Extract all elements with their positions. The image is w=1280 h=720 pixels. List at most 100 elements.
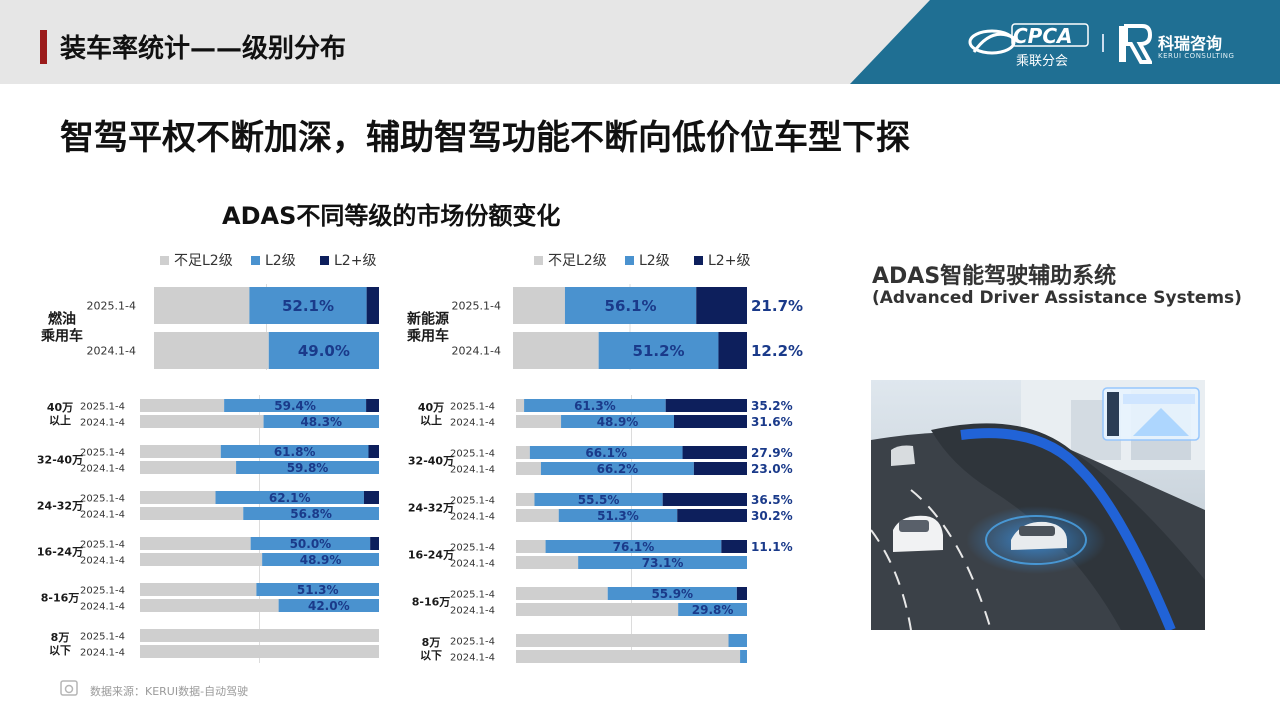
nev-price-group-3: 16-24万 [408, 549, 454, 562]
ice-price-period-0-1: 2024.1-4 [80, 418, 125, 429]
ice-price-label-l2-4-1: 42.0% [308, 599, 350, 613]
nev-total-label-l2-0-0: 56.1% [605, 297, 657, 315]
nev-price-label-l2-3-0: 76.1% [613, 540, 655, 554]
nev-total-bar-0-1-below_l2 [513, 332, 599, 369]
nev-total-bar-0-0-l2plus [696, 287, 747, 324]
nev-price-label-l2plus-3-0: 11.1% [751, 540, 793, 554]
nev-price-group-5: 8万以下 [420, 636, 442, 662]
nev-price-bar-1-0-below_l2 [516, 446, 530, 459]
ice-price-period-4-0: 2025.1-4 [80, 586, 125, 597]
nev-price-period-0-1: 2024.1-4 [450, 418, 495, 429]
adas-illustration [871, 380, 1205, 630]
nev-legend-label-0: 不足L2级 [548, 253, 607, 269]
nev-price-label-l2-4-0: 55.9% [651, 587, 693, 601]
nev-price-bar-1-0-l2plus [682, 446, 747, 459]
ice-price-bar-2-0-l2 [215, 491, 364, 504]
nev-price-label-l2plus-0-1: 31.6% [751, 415, 793, 429]
nev-price-group-1: 32-40万 [408, 455, 454, 468]
nev-price-bar-0-1-below_l2 [516, 415, 562, 428]
ice-price-group-0: 40万以上 [47, 401, 73, 427]
nev-price-bar-3-0-below_l2 [516, 540, 546, 553]
ice-total-label-l2-0-0: 52.1% [282, 297, 334, 315]
nev-total-bar-0-1-l2plus [718, 332, 747, 369]
ice-price-bar-4-0-below_l2 [140, 583, 257, 596]
ice-price-bar-3-0-l2 [250, 537, 371, 550]
ice-price-bar-1-0-l2 [220, 445, 369, 458]
nev-price-bar-0-0-l2plus [665, 399, 747, 412]
nev-price-bar-3-1-below_l2 [516, 556, 579, 569]
ice-price-bar-3-0-below_l2 [140, 537, 251, 550]
ice-price-group-4: 8-16万 [41, 592, 80, 605]
ice-price-bar-3-1-below_l2 [140, 553, 263, 566]
ice-price-label-l2-4-0: 51.3% [297, 583, 339, 597]
ice-legend-label-2: L2+级 [334, 253, 376, 269]
nev-price-label-l2-0-0: 61.3% [574, 399, 616, 413]
nev-price-period-4-1: 2024.1-4 [450, 606, 495, 617]
ice-price-period-1-0: 2025.1-4 [80, 448, 125, 459]
nev-price-bar-4-1-l2 [678, 603, 747, 616]
nev-price-group-2: 24-32万 [408, 502, 454, 515]
ice-price-bar-5-0-below_l2 [140, 629, 379, 642]
nev-price-bar-3-0-l2plus [721, 540, 747, 553]
nev-price-bar-5-0-l2 [728, 634, 747, 647]
nev-price-bar-2-0-l2 [534, 493, 663, 506]
nev-price-period-3-1: 2024.1-4 [450, 559, 495, 570]
nev-price-period-3-0: 2025.1-4 [450, 543, 495, 554]
ice-price-period-5-0: 2025.1-4 [80, 632, 125, 643]
nev-price-bar-0-0-below_l2 [516, 399, 525, 412]
nev-price-bar-2-0-below_l2 [516, 493, 535, 506]
nev-price-label-l2-0-1: 48.9% [597, 415, 639, 429]
nev-price-label-l2-1-0: 66.1% [585, 446, 627, 460]
ice-price-group-3: 16-24万 [37, 546, 83, 559]
adas-title: ADAS智能驾驶辅助系统 [872, 264, 1117, 289]
nev-price-bar-4-0-l2plus [736, 587, 747, 600]
ice-price-label-l2-0-1: 48.3% [300, 415, 342, 429]
ice-total-bar-0-0-below_l2 [154, 287, 250, 324]
ice-total-bar-0-1-below_l2 [154, 332, 269, 369]
nev-price-label-l2-4-1: 29.8% [692, 603, 734, 617]
ice-legend-swatch-1 [251, 256, 260, 265]
ice-total-period-0-1: 2024.1-4 [87, 345, 136, 358]
nev-price-bar-1-1-l2plus [693, 462, 747, 475]
ice-total-bar-0-1-l2 [268, 332, 379, 369]
ice-price-bar-4-1-below_l2 [140, 599, 279, 612]
ice-price-period-4-1: 2024.1-4 [80, 602, 125, 613]
cpca-logo-text: CPCA [1013, 24, 1073, 48]
nev-price-bar-5-1-l2 [740, 650, 747, 663]
ice-price-period-3-1: 2024.1-4 [80, 556, 125, 567]
nev-total-group-0: 新能源乘用车 [406, 311, 449, 345]
page-title: 装车率统计——级别分布 [60, 34, 347, 64]
nev-price-bar-2-1-l2 [558, 509, 678, 522]
nev-legend-label-2: L2+级 [708, 253, 750, 269]
nev-total-label-l2plus-0-1: 12.2% [751, 342, 803, 360]
nev-price-bar-2-1-below_l2 [516, 509, 559, 522]
kerui-logo-subtitle: KERUI CONSULTING [1158, 52, 1235, 60]
ice-price-bar-1-0-below_l2 [140, 445, 221, 458]
nev-legend-swatch-1 [625, 256, 634, 265]
ice-price-bar-0-0-below_l2 [140, 399, 225, 412]
ice-price-period-2-0: 2025.1-4 [80, 494, 125, 505]
nev-price-bar-1-0-l2 [529, 446, 683, 459]
ice-total-bar-0-0-l2plus [366, 287, 379, 324]
ice-price-group-1: 32-40万 [37, 454, 83, 467]
nev-price-bar-3-1-l2 [578, 556, 747, 569]
ice-price-period-3-0: 2025.1-4 [80, 540, 125, 551]
nev-total-period-0-1: 2024.1-4 [452, 345, 501, 358]
nev-price-label-l2plus-2-0: 36.5% [751, 493, 793, 507]
ice-price-bar-1-1-below_l2 [140, 461, 237, 474]
nev-price-bar-0-0-l2 [524, 399, 666, 412]
ice-price-group-2: 24-32万 [37, 500, 83, 513]
nev-total-label-l2-0-1: 51.2% [633, 342, 685, 360]
ice-legend-swatch-2 [320, 256, 329, 265]
ice-price-period-1-1: 2024.1-4 [80, 464, 125, 475]
ice-price-bar-2-1-below_l2 [140, 507, 244, 520]
nev-price-label-l2-2-0: 55.5% [578, 493, 620, 507]
nev-price-label-l2-3-1: 73.1% [642, 556, 684, 570]
kerui-logo-icon [1119, 24, 1152, 64]
ice-price-label-l2-3-1: 48.9% [300, 553, 342, 567]
ice-price-period-0-0: 2025.1-4 [80, 402, 125, 413]
nev-price-period-2-1: 2024.1-4 [450, 512, 495, 523]
nev-price-period-2-0: 2025.1-4 [450, 496, 495, 507]
nev-price-period-4-0: 2025.1-4 [450, 590, 495, 601]
ice-price-label-l2-0-0: 59.4% [274, 399, 316, 413]
